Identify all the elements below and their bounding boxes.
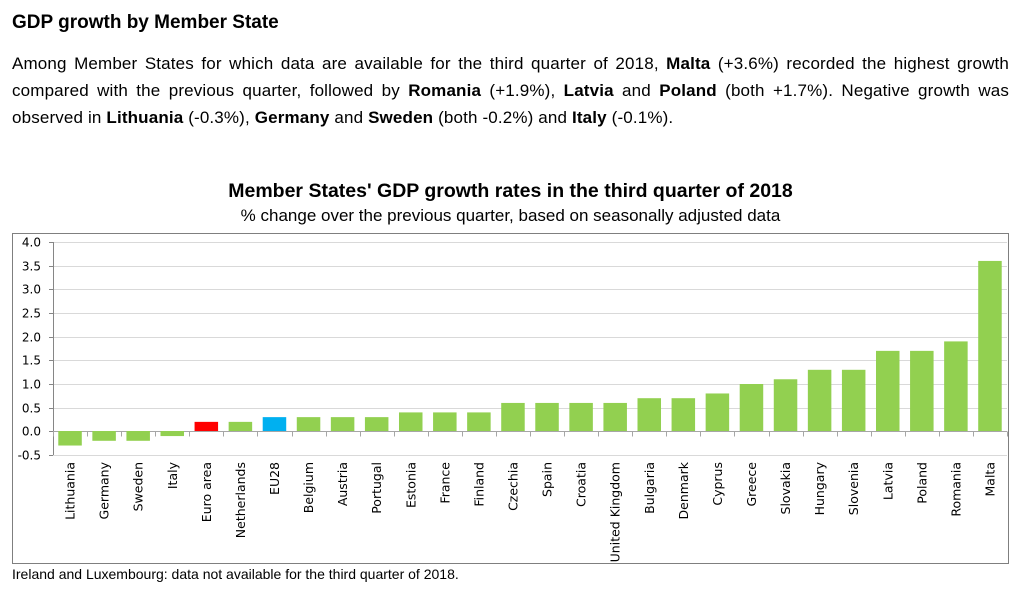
x-tick-label: Slovakia (778, 462, 793, 514)
intro-text: (both -0.2%) and (433, 108, 572, 127)
intro-paragraph: Among Member States for which data are a… (12, 50, 1009, 131)
intro-text: (+1.9%), (481, 81, 564, 100)
x-tick-label: Slovenia (846, 462, 861, 515)
x-tick-label: Germany (97, 461, 112, 519)
y-tick-label: 4.0 (22, 236, 41, 250)
x-tick-label: Netherlands (233, 462, 248, 538)
bar-slovakia (773, 379, 798, 431)
y-tick-label: -0.5 (18, 449, 41, 463)
bar-eu28 (262, 417, 287, 431)
bar-croatia (569, 402, 593, 431)
x-tick-label: Sweden (131, 462, 146, 511)
bar-finland (467, 412, 491, 431)
x-tick-label: Hungary (812, 461, 827, 515)
intro-text: (-0.3%), (183, 108, 255, 127)
intro-bold-country: Germany (254, 108, 330, 127)
bar-belgium (296, 417, 321, 431)
x-tick-label: Italy (165, 461, 180, 489)
bar-euro-area (194, 421, 219, 431)
chart-subtitle: % change over the previous quarter, base… (240, 206, 781, 225)
intro-bold-country: Sweden (368, 108, 434, 127)
bar-lithuania (58, 431, 82, 446)
bar-netherlands (228, 421, 253, 431)
intro-text: (+3.6%) recorded the highest growth comp… (12, 54, 1009, 100)
y-tick-label: 0.5 (22, 402, 41, 416)
x-tick-label: Latvia (880, 462, 895, 500)
chart-frame (12, 233, 1009, 564)
section-heading: GDP growth by Member State (12, 12, 279, 33)
intro-text: and (613, 81, 660, 100)
bar-cyprus (705, 393, 730, 431)
x-tick-label: Austria (335, 462, 350, 506)
x-tick-label: Czechia (505, 462, 520, 511)
bar-hungary (807, 369, 832, 431)
intro-bold-country: Romania (408, 81, 482, 100)
bar-france (433, 412, 457, 431)
y-tick-label: 1.0 (22, 378, 41, 392)
y-tick-label: 3.5 (22, 260, 41, 274)
intro-bold-country: Italy (571, 108, 607, 127)
intro-text: (both +1.7%). Negative growth was observ… (12, 81, 1010, 127)
x-tick-label: Romania (948, 462, 963, 517)
x-tick-label: Spain (540, 462, 555, 497)
x-tick-label: Lithuania (63, 462, 78, 520)
intro-text: (-0.1%). (606, 108, 674, 127)
axes (49, 242, 1008, 456)
bar-bulgaria (637, 398, 662, 431)
bar-greece (739, 384, 764, 431)
intro-text: Among Member States for which data are a… (12, 54, 667, 73)
x-tick-label: Bulgaria (642, 462, 657, 514)
bar-slovenia (841, 369, 866, 431)
bar-portugal (364, 417, 389, 431)
intro-bold-country: Poland (659, 81, 717, 100)
bar-italy (160, 431, 185, 437)
y-tick-label: 2.5 (22, 307, 41, 321)
bar-austria (330, 417, 355, 431)
y-tick-label: 3.0 (22, 283, 41, 297)
x-tick-label: Croatia (574, 462, 589, 507)
intro-bold-country: Lithuania (106, 108, 184, 127)
x-tick-label: France (437, 462, 452, 504)
bar-sweden (126, 431, 150, 441)
bar-malta (978, 260, 1002, 431)
intro-text: and (329, 108, 369, 127)
bar-united-kingdom (603, 402, 627, 431)
x-tick-label: Portugal (369, 462, 384, 514)
x-tick-label: Greece (744, 462, 759, 507)
bar-germany (92, 431, 116, 441)
y-tick-label: 1.5 (22, 354, 41, 368)
bar-latvia (875, 350, 900, 431)
bar-poland (910, 350, 934, 431)
bars (58, 260, 1002, 446)
bar-czechia (501, 402, 525, 431)
x-tick-labels: Lithuania Germany Sweden Italy Euro area Neth… (63, 461, 998, 562)
x-tick-label: Finland (471, 462, 486, 507)
footnote: Ireland and Luxembourg: data not availab… (12, 566, 459, 582)
x-tick-label: Cyprus (710, 462, 725, 506)
x-tick-label: Poland (914, 462, 929, 504)
x-tick-label: Denmark (676, 461, 691, 519)
x-tick-label: Euro area (199, 462, 214, 522)
x-tick-label: Malta (982, 462, 997, 496)
bar-denmark (671, 398, 696, 431)
intro-bold-country: Malta (666, 54, 711, 73)
chart-title: Member States' GDP growth rates in the t… (228, 180, 793, 202)
x-tick-label: Belgium (301, 462, 316, 513)
y-tick-labels: -0.5 0.0 0.5 1.0 1.5 2.0 2.5 3.0 3.5 4.0 (18, 236, 41, 463)
bar-spain (535, 402, 559, 431)
bar-estonia (398, 412, 423, 431)
y-tick-label: 2.0 (22, 331, 41, 345)
intro-bold-country: Latvia (563, 81, 614, 100)
bar-romania (944, 341, 968, 431)
x-tick-label: Estonia (403, 462, 418, 508)
x-tick-label: EU28 (267, 462, 282, 495)
y-tick-label: 0.0 (22, 425, 41, 439)
x-tick-label: United Kingdom (608, 462, 623, 562)
